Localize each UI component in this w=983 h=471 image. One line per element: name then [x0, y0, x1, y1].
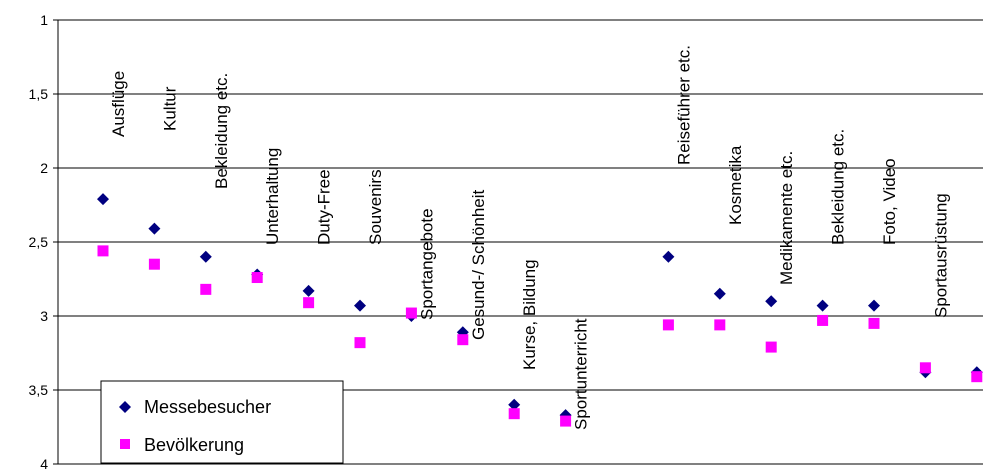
- bevoelkerung-point: [919, 362, 931, 374]
- messebesucher-point: [508, 398, 521, 411]
- bevoelkerung-point: [148, 258, 160, 270]
- y-tick-label: 2,5: [29, 234, 49, 250]
- category-label: Sportunterricht: [572, 318, 591, 430]
- category-label: Bekleidung etc.: [212, 73, 231, 189]
- messebesucher-point: [354, 299, 366, 312]
- legend-item-bevoelkerung: Bevölkerung: [120, 435, 244, 455]
- y-tick-label: 1: [40, 12, 48, 28]
- category-label: Bekleidung etc.: [829, 129, 848, 245]
- bevoelkerung-point: [354, 337, 366, 349]
- messebesucher-point: [713, 287, 726, 300]
- category-label: Medikamente etc.: [777, 151, 796, 285]
- messebesucher-point: [868, 299, 880, 312]
- category-label: Duty-Free: [315, 169, 334, 245]
- messebesucher-point: [199, 250, 212, 263]
- messebesucher-point: [662, 250, 675, 263]
- messebesucher-point: [302, 284, 315, 297]
- category-label: Unterhaltung: [263, 148, 282, 245]
- y-tick-label: 3: [40, 308, 48, 324]
- category-label: Ausflüge: [109, 71, 128, 137]
- y-axis: 1 1,5 2 2,5 3 3,5 4: [29, 12, 59, 471]
- legend-item-messebesucher: Messebesucher: [119, 397, 271, 417]
- legend-box: [100, 380, 344, 464]
- category-label: Foto, Video: [880, 158, 899, 245]
- bevoelkerung-point: [97, 245, 109, 257]
- y-tick-label: 4: [40, 456, 48, 471]
- messebesucher-point: [816, 299, 829, 312]
- legend-label-messebesucher: Messebesucher: [144, 397, 271, 417]
- messebesucher-point: [148, 222, 161, 235]
- bevoelkerung-point: [868, 317, 880, 329]
- y-tick-label: 2: [40, 160, 48, 176]
- y-tick-label: 3,5: [29, 382, 49, 398]
- diamond-marker-icon: [119, 401, 131, 413]
- category-label: Reiseführer etc.: [674, 45, 693, 165]
- bevoelkerung-point: [714, 319, 726, 331]
- bevoelkerung-point: [200, 283, 212, 295]
- category-label: Sportausrüstung: [931, 193, 950, 318]
- bevoelkerung-point: [457, 334, 469, 346]
- legend-label-bevoelkerung: Bevölkerung: [144, 435, 244, 455]
- bevoelkerung-point: [303, 297, 315, 309]
- category-label: Kultur: [160, 86, 179, 131]
- category-label: Sportangebote: [417, 208, 436, 320]
- category-label: Kurse, Bildung: [520, 259, 539, 370]
- legend: Messebesucher Bevölkerung: [100, 380, 344, 464]
- data-markers: [97, 193, 983, 427]
- category-label: Kosmetika: [726, 145, 745, 225]
- bevoelkerung-point: [251, 272, 263, 284]
- bevoelkerung-point: [662, 319, 674, 331]
- messebesucher-point: [97, 193, 109, 206]
- messebesucher-point: [765, 295, 778, 308]
- bevoelkerung-point: [560, 415, 572, 427]
- square-marker-icon: [120, 439, 130, 449]
- bevoelkerung-point: [405, 307, 417, 319]
- bevoelkerung-point: [971, 371, 983, 383]
- bevoelkerung-point: [817, 314, 829, 326]
- y-tick-label: 1,5: [29, 86, 49, 102]
- category-labels: Ausflüge Kultur Bekleidung etc. Unterhaltun…: [109, 45, 983, 430]
- category-label: Gesund-/ Schönheit: [469, 189, 488, 340]
- bevoelkerung-point: [765, 341, 777, 353]
- category-label: Souvenirs: [366, 169, 385, 245]
- bevoelkerung-point: [508, 408, 520, 420]
